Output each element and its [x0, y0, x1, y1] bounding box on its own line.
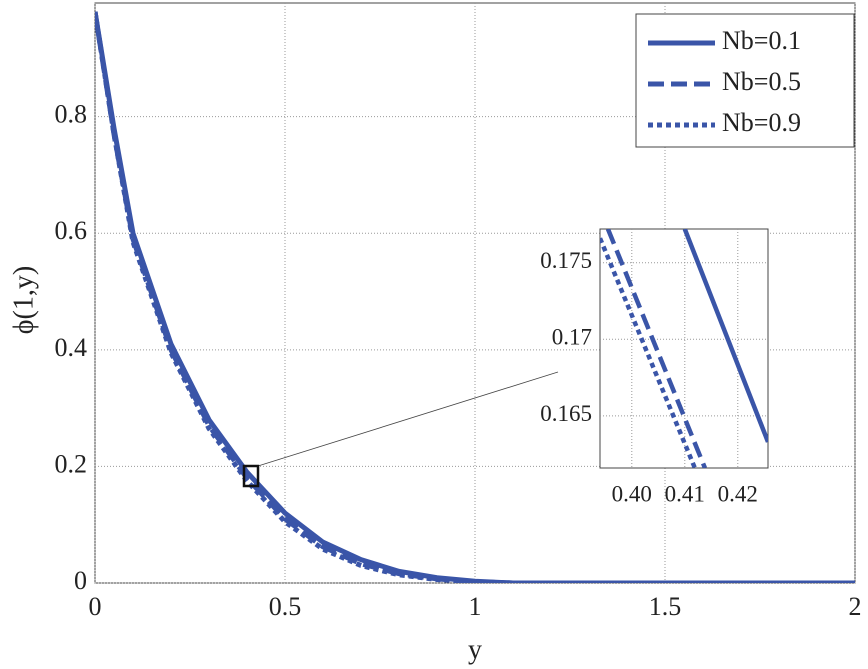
x-tick-label: 1.5	[649, 592, 682, 621]
zoom-box	[242, 464, 260, 488]
legend-box	[635, 13, 855, 148]
y-tick-label: 0.175	[540, 248, 592, 273]
series-line	[682, 229, 768, 443]
legend-label: Nb=0.1	[722, 26, 801, 55]
y-tick-label: 0.6	[55, 216, 88, 245]
zoom-connector	[257, 371, 559, 467]
y-tick-label: 0.4	[55, 333, 88, 362]
x-tick-label: 0.42	[718, 481, 758, 506]
plot-area	[599, 228, 769, 469]
x-tick-label: 0.41	[665, 481, 705, 506]
series-line	[605, 229, 708, 468]
x-tick-label: 0.5	[269, 592, 302, 621]
y-axis-label: ϕ(1,y)	[8, 266, 39, 334]
x-tick-label: 1	[469, 592, 482, 621]
series-line	[600, 237, 697, 468]
x-axis-label: y	[468, 634, 482, 665]
y-tick-label: 0.165	[540, 401, 592, 426]
y-tick-label: 0.2	[55, 449, 88, 478]
series-line	[95, 11, 855, 583]
legend-label: Nb=0.5	[722, 67, 801, 96]
y-tick-label: 0.17	[552, 325, 592, 350]
x-tick-label: 2	[849, 592, 862, 621]
legend-label: Nb=0.9	[722, 108, 801, 137]
x-tick-label: 0	[89, 592, 102, 621]
y-tick-label: 0	[74, 566, 87, 595]
x-tick-label: 0.40	[612, 481, 652, 506]
y-tick-label: 0.8	[55, 100, 88, 129]
